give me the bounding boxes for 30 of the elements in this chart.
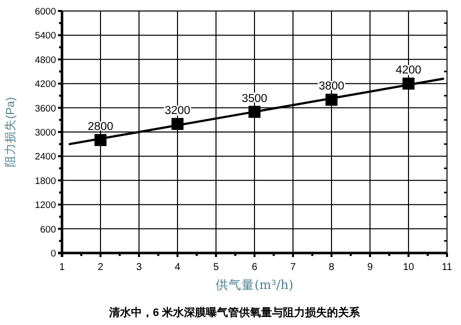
- x-tick-label: 11: [442, 262, 453, 273]
- point: [248, 106, 260, 118]
- text: 清水中，6 米水深膜曝气管供氧量与阻力损失的关系: [108, 306, 362, 319]
- y-tick-label: 600: [40, 224, 56, 236]
- y-tick-label: 3000: [34, 128, 56, 138]
- y-tick-label: 4200: [34, 79, 56, 90]
- x-tick-label: 1: [59, 262, 66, 273]
- x-tick-label: 6: [252, 262, 258, 273]
- point: [402, 78, 414, 90]
- y-axis-title: 阻力损失(Pa): [4, 96, 17, 167]
- point: [172, 118, 184, 130]
- y-tick-label: 6000: [34, 6, 56, 18]
- x-tick-label: 7: [290, 262, 296, 273]
- y-tick-label: 1200: [34, 200, 56, 212]
- x-axis-title: 供气量(m³/h): [216, 277, 294, 292]
- x-tick-label: 5: [213, 262, 220, 273]
- x-tick-label: 10: [402, 262, 414, 273]
- x-tick-label: 4: [174, 262, 181, 273]
- y-tick-label: 5400: [34, 30, 56, 42]
- x-tick-label: 2: [98, 262, 104, 273]
- y-tick-label: 2400: [34, 152, 56, 163]
- point: [94, 134, 106, 146]
- y-tick-label: 4800: [34, 54, 56, 66]
- x-tick-label: 8: [328, 262, 335, 273]
- y-tick-label: 1800: [34, 176, 56, 187]
- x-tick-label: 3: [136, 262, 142, 273]
- x-tick-label: 9: [367, 262, 374, 273]
- point: [326, 94, 338, 106]
- y-tick-label: 0: [50, 248, 56, 260]
- y-tick-label: 3600: [34, 103, 56, 114]
